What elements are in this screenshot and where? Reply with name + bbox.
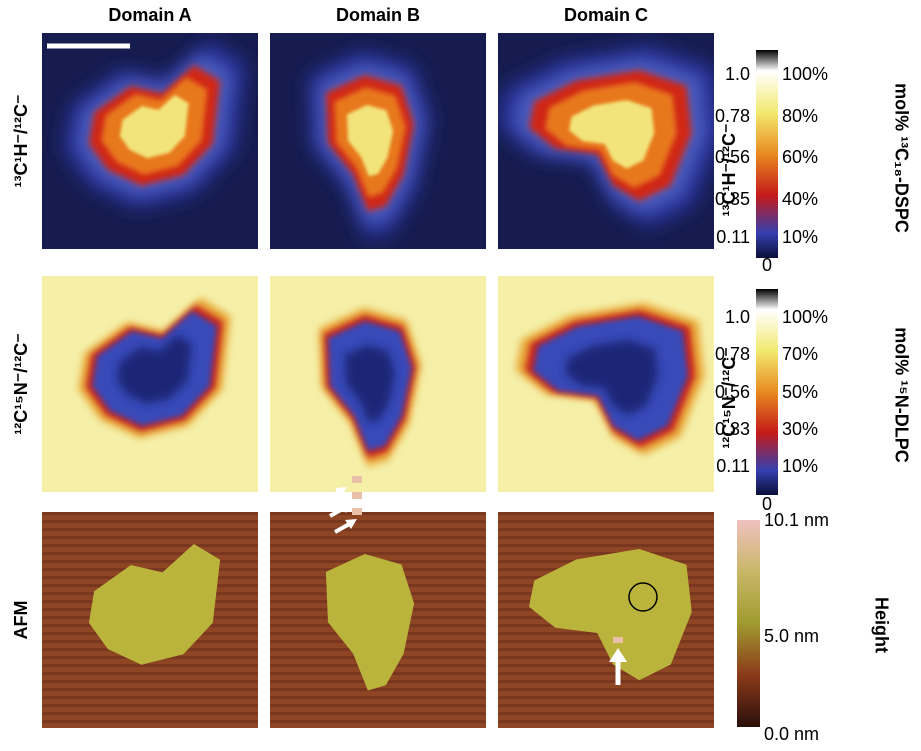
colorbar-percent-label: 60% [782,147,818,167]
column-header: Domain B [336,5,420,25]
column-header: Domain C [564,5,648,25]
colorbar-ratio-label: 0.78 [715,106,750,126]
image-panel [270,512,486,728]
colorbar-percent-label: 10% [782,227,818,247]
colorbar-label: 10.1 nm [764,510,829,530]
colorbar-axis-label: ¹²C¹⁵N⁻/¹²C⁻ [719,347,739,448]
image-panel [270,33,486,249]
colorbar-percent-label: 40% [782,189,818,209]
panel-content [270,33,486,249]
panel-content [42,33,258,249]
panel-content [498,512,714,728]
bright-spot [352,492,362,499]
image-panel [497,33,722,249]
panel-content [42,512,258,728]
image-panel [270,276,486,492]
colorbar-percent-label: 50% [782,382,818,402]
panel-content [498,276,714,492]
colorbar [756,50,778,258]
colorbar-percent-label: 70% [782,344,818,364]
bright-spot [352,476,362,483]
colorbar-ratio-label: 0 [762,255,772,275]
colorbar-title: Height [871,597,891,653]
colorbar-percent-label: 100% [782,64,828,84]
image-panel [498,512,714,728]
bright-spot [352,508,362,515]
image-panels [42,33,722,728]
bright-spot [613,637,623,643]
column-header: Domain A [108,5,191,25]
row-label: ¹³C¹H⁻/¹²C⁻ [11,95,31,188]
colorbar-ratio-label: 1.0 [725,64,750,84]
figure: Domain A Domain B Domain C ¹³C¹H⁻/¹²C⁻ ¹… [0,0,921,746]
panel-content [497,33,722,249]
panel-content [270,512,486,728]
colorbar-title: mol% ¹³C₁₈-DSPC [891,83,911,233]
panel-content [270,276,486,492]
colorbar [737,520,760,727]
row-label: AFM [11,601,31,640]
row-label: ¹²C¹⁵N⁻/¹²C⁻ [11,333,31,434]
colorbar-title: mol% ¹⁵N-DLPC [891,327,911,462]
colorbar-percent-label: 30% [782,419,818,439]
image-panel [42,276,258,492]
colorbar-label: 5.0 nm [764,626,819,646]
panel-content [42,276,258,492]
image-panel [42,512,258,728]
colorbar [756,289,778,495]
colorbar-ratio-label: 0.11 [716,456,750,476]
colorbar-percent-label: 10% [782,456,818,476]
colorbar-axis-label: ¹³C¹H⁻/¹²C⁻ [719,124,739,217]
colorbar-percent-label: 80% [782,106,818,126]
image-panel [42,33,258,249]
colorbar-percent-label: 100% [782,307,828,327]
colorbar-label: 0.0 nm [764,724,819,744]
colorbar-ratio-label: 1.0 [725,307,750,327]
image-panel [498,276,714,492]
colorbar-ratio-label: 0.11 [716,227,750,247]
